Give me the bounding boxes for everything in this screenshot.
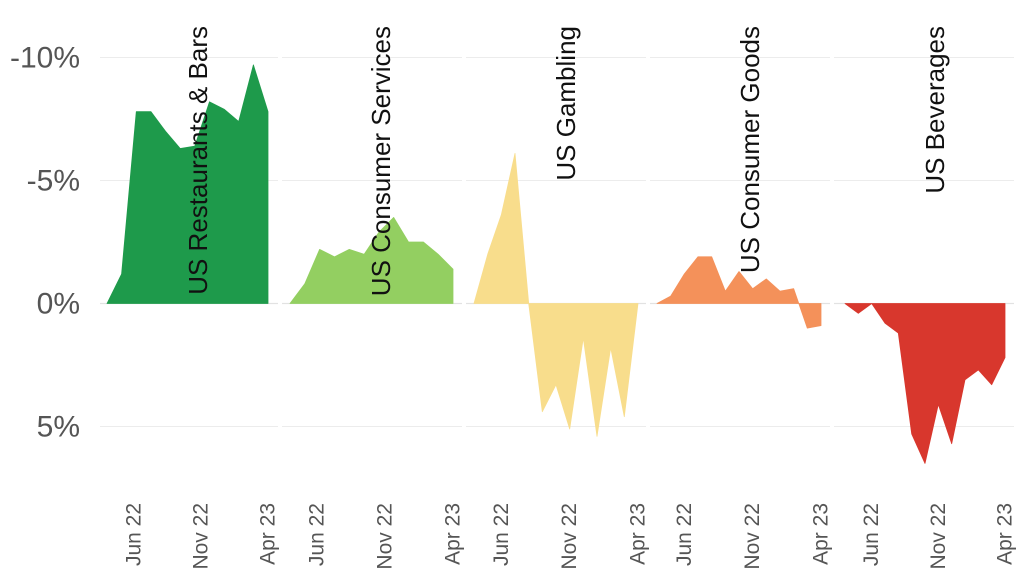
panel: US Beverages Jun 22 Nov 22 Apr 23	[844, 26, 1017, 570]
y-tick-label: 0%	[37, 288, 80, 321]
x-tick-label: Jun 22	[673, 503, 696, 566]
x-tick-label: Apr 23	[994, 503, 1017, 565]
series-label: US Gambling	[551, 26, 581, 181]
area-series	[106, 64, 269, 304]
x-tick-label: Nov 22	[374, 503, 397, 570]
area-series	[289, 217, 454, 304]
series-label: US Consumer Goods	[735, 26, 765, 273]
x-tick-label: Jun 22	[122, 503, 145, 566]
area-series	[656, 256, 822, 329]
x-tick-label: Nov 22	[927, 503, 950, 570]
x-tick-label: Nov 22	[189, 503, 212, 570]
x-tick-label: Jun 22	[306, 503, 329, 566]
series-label: US Beverages	[920, 26, 950, 194]
x-tick-label: Nov 22	[558, 503, 581, 570]
panel: US Restaurants & Bars Jun 22 Nov 22 Apr 23	[106, 26, 280, 570]
y-tick-label: -10%	[10, 42, 80, 75]
series-label: US Consumer Services	[366, 26, 396, 296]
y-axis: -10% -5% 0% 5%	[10, 42, 80, 444]
y-tick-label: 5%	[37, 411, 80, 444]
x-tick-label: Nov 22	[741, 503, 764, 570]
x-tick-label: Apr 23	[257, 503, 280, 565]
panel: US Consumer Services Jun 22 Nov 22 Apr 23	[289, 26, 465, 570]
x-tick-label: Apr 23	[810, 503, 833, 565]
area-series	[844, 303, 1006, 464]
x-tick-label: Jun 22	[490, 503, 513, 566]
panel: US Consumer Goods Jun 22 Nov 22 Apr 23	[656, 26, 833, 570]
x-tick-label: Apr 23	[442, 503, 465, 565]
panel: US Gambling Jun 22 Nov 22 Apr 23	[473, 26, 650, 570]
series-label: US Restaurants & Bars	[183, 26, 213, 295]
area-series	[473, 153, 639, 437]
x-tick-label: Apr 23	[627, 503, 650, 565]
y-tick-label: -5%	[27, 165, 80, 198]
x-tick-label: Jun 22	[860, 503, 883, 566]
